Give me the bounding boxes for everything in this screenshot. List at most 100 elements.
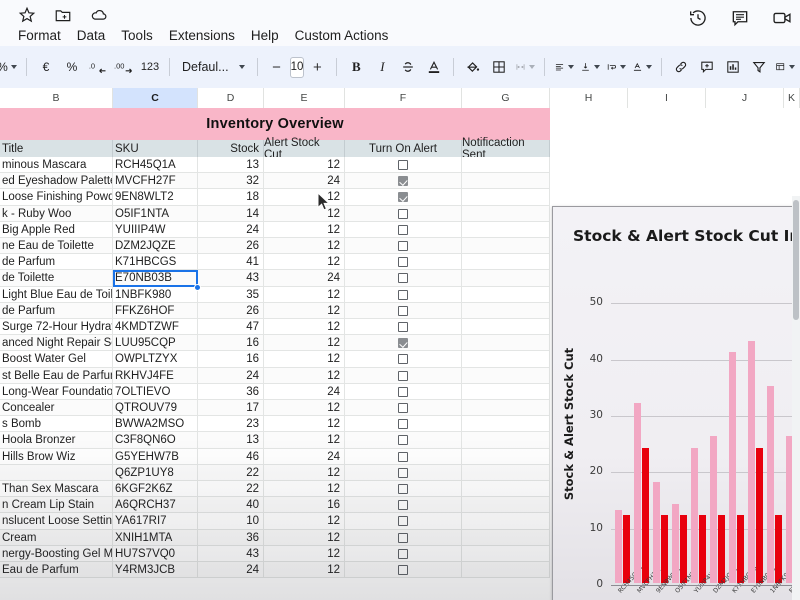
table-row[interactable]: Light Blue Eau de Toile 1NBFK980 35 12 [0,286,550,303]
checkbox-checked[interactable] [398,176,408,187]
italic-button[interactable]: I [380,59,385,74]
table-header-cell[interactable]: Title [0,140,113,157]
table-cell[interactable]: 12 [264,416,345,433]
table-row[interactable]: Hills Brow Wiz G5YEHW7B 46 24 [0,448,550,465]
table-cell[interactable] [345,464,462,481]
table-cell[interactable]: 7OLTIEVO [113,383,198,400]
table-cell[interactable]: YUIIIP4W [113,221,198,238]
table-cell[interactable]: 12 [264,157,345,174]
table-cell[interactable] [462,545,550,562]
vertical-align-icon[interactable] [577,53,603,81]
scrollbar-thumb[interactable] [793,200,799,320]
table-cell[interactable]: 12 [264,562,345,579]
table-cell[interactable]: 24 [264,270,345,287]
menu-item-tools[interactable]: Tools [121,28,153,43]
table-cell[interactable]: O5IF1NTA [113,205,198,222]
table-cell[interactable] [462,270,550,287]
checkbox-unchecked[interactable] [398,289,408,300]
checkbox-unchecked[interactable] [398,370,408,381]
table-cell[interactable]: 43 [198,270,264,287]
borders-icon[interactable] [486,53,512,81]
table-cell[interactable]: 36 [198,383,264,400]
table-cell[interactable]: Concealer [0,400,113,417]
table-cell[interactable] [345,416,462,433]
table-cell[interactable]: 12 [264,351,345,368]
table-row[interactable]: Eau de Parfum Y4RM3JCB 24 12 [0,562,550,579]
column-header-e[interactable]: E [264,88,345,108]
move-to-folder-icon[interactable] [54,6,72,24]
more-formats-button[interactable]: 123 [140,61,160,73]
horizontal-align-icon[interactable] [551,53,577,81]
table-cell[interactable]: 12 [264,221,345,238]
table-cell[interactable]: 24 [198,562,264,579]
table-cell[interactable] [462,221,550,238]
table-cell[interactable] [345,221,462,238]
table-row[interactable]: Concealer QTROUV79 17 12 [0,400,550,417]
table-row[interactable]: s Bomb BWWA2MSO 23 12 [0,416,550,433]
table-cell[interactable]: ne Eau de Toilette [0,238,113,255]
checkbox-unchecked[interactable] [398,322,408,333]
table-row[interactable]: de Parfum FFKZ6HOF 26 12 [0,302,550,319]
table-cell[interactable]: Surge 72-Hour Hydrat [0,319,113,336]
table-cell[interactable]: Than Sex Mascara [0,481,113,498]
table-cell[interactable] [345,448,462,465]
table-cell[interactable] [462,238,550,255]
table-cell[interactable] [462,254,550,271]
checkbox-unchecked[interactable] [398,241,408,252]
table-cell[interactable]: 13 [198,432,264,449]
table-cell[interactable]: 12 [264,400,345,417]
table-cell[interactable]: ed Eyeshadow Palette [0,173,113,190]
table-cell[interactable]: de Toilette [0,270,113,287]
checkbox-unchecked[interactable] [398,565,408,576]
table-cell[interactable]: Light Blue Eau de Toile [0,286,113,303]
zoom-dropdown[interactable]: % [0,53,20,81]
table-cell[interactable] [462,513,550,530]
checkbox-unchecked[interactable] [398,208,408,219]
table-cell[interactable] [0,464,113,481]
table-cell[interactable]: FFKZ6HOF [113,302,198,319]
table-cell[interactable]: YA617RI7 [113,513,198,530]
table-cell[interactable] [462,335,550,352]
table-cell[interactable]: s Bomb [0,416,113,433]
checkbox-unchecked[interactable] [398,386,408,397]
table-cell[interactable] [345,497,462,514]
table-cell[interactable]: 46 [198,448,264,465]
table-cell[interactable]: E70NB03B [113,270,198,287]
checkbox-unchecked[interactable] [398,548,408,559]
checkbox-unchecked[interactable] [398,354,408,365]
table-cell[interactable]: 12 [264,238,345,255]
table-cell[interactable] [462,432,550,449]
currency-format-button[interactable]: € [42,60,50,74]
table-cell[interactable]: 23 [198,416,264,433]
table-row[interactable]: Big Apple Red YUIIIP4W 24 12 [0,221,550,238]
table-cell[interactable] [462,448,550,465]
menu-item-format[interactable]: Format [18,28,61,43]
table-cell[interactable]: 35 [198,286,264,303]
fill-handle[interactable] [194,283,201,291]
table-cell[interactable]: 12 [264,302,345,319]
table-cell[interactable]: 4KMDTZWF [113,319,198,336]
table-cell[interactable]: XNIH1MTA [113,529,198,546]
table-cell[interactable]: 18 [198,189,264,206]
column-header-c[interactable]: C [113,88,198,108]
table-header-cell[interactable]: Notificaction Sent [462,137,550,161]
table-cell[interactable]: A6QRCH37 [113,497,198,514]
table-cell[interactable]: 10 [198,513,264,530]
checkbox-unchecked[interactable] [398,273,408,284]
checkbox-unchecked[interactable] [398,516,408,527]
table-cell[interactable]: 6KGF2K6Z [113,481,198,498]
table-cell[interactable] [462,351,550,368]
table-row[interactable]: Loose Finishing Powde 9EN8WLT2 18 12 [0,189,550,206]
table-row[interactable]: Hoola Bronzer C3F8QN6O 13 12 [0,432,550,449]
table-cell[interactable]: 41 [198,254,264,271]
table-cell[interactable]: 12 [264,335,345,352]
table-cell[interactable]: 17 [198,400,264,417]
bold-button[interactable]: B [352,59,361,74]
strikethrough-icon[interactable] [395,53,421,81]
table-cell[interactable]: 24 [198,221,264,238]
table-cell[interactable] [345,319,462,336]
table-cell[interactable] [345,513,462,530]
table-cell[interactable]: 16 [198,335,264,352]
text-wrap-icon[interactable] [603,53,629,81]
table-cell[interactable]: n Cream Lip Stain [0,497,113,514]
